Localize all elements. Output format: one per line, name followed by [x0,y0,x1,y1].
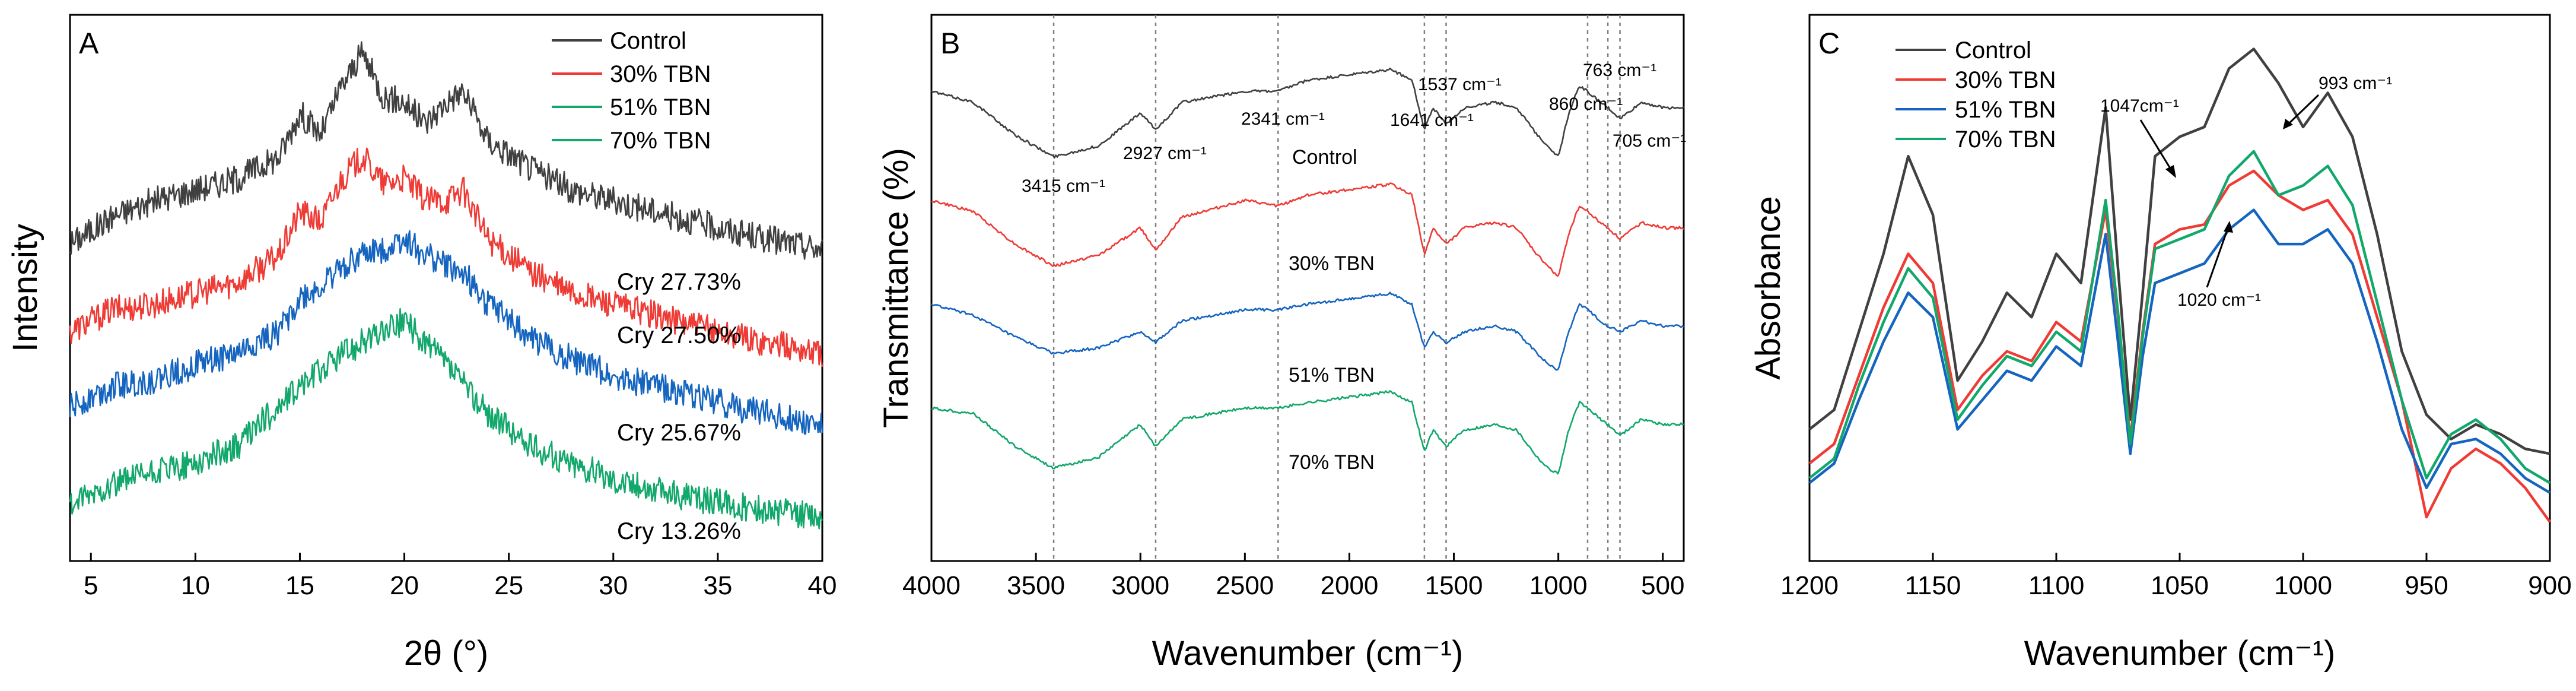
x-tick-label-3500: 3500 [1007,571,1065,600]
series-label-51-tbn: 51% TBN [1289,364,1375,386]
x-tick-label-1500: 1500 [1425,571,1483,600]
panel-a-series [69,41,823,530]
series-line-51-tbn [69,230,823,435]
x-tick-label-10: 10 [181,571,210,600]
peak-label-2341: 2341 cm⁻¹ [1241,109,1325,129]
legend-label-70-tbn: 70% TBN [610,128,711,154]
arrow-1020-shaft [2206,228,2229,288]
x-tick-label-950: 950 [2405,571,2448,600]
cry-label-30-tbn: Cry 27.50% [617,322,741,348]
panel-c-absorbance: C 1200 1150 1100 1050 1000 950 900 Wavenumber … [1749,14,2572,673]
legend-label-control: Control [1955,37,2031,64]
panel-b-x-ticks: 4000 3500 3000 2500 2000 1500 1000 500 [902,553,1684,600]
peak-label-2927: 2927 cm⁻¹ [1123,144,1207,163]
panel-b-x-axis-label: Wavenumber (cm⁻¹) [1152,634,1464,673]
arrow-993-shaft [2286,94,2320,126]
x-tick-label-500: 500 [1641,571,1684,600]
panel-c-x-ticks: 1200 1150 1100 1050 1000 950 900 [1780,553,2572,600]
cry-label-51-tbn: Cry 25.67% [617,420,741,446]
x-tick-label-35: 35 [703,571,732,600]
panel-c-y-axis-label: Absorbance [1749,196,1788,380]
series-label-70-tbn: 70% TBN [1289,451,1375,474]
x-tick-label-1100: 1100 [2028,571,2085,600]
x-tick-label-25: 25 [494,571,523,600]
series-line-30-tbn [1808,169,2551,523]
x-tick-label-1200: 1200 [1780,571,1839,600]
peak-label-1020: 1020 cm⁻¹ [2177,290,2261,310]
series-label-30-tbn: 30% TBN [1289,252,1375,275]
arrow-993-head [2283,119,2293,129]
x-tick-label-4000: 4000 [902,571,961,600]
x-tick-label-1000: 1000 [1529,571,1588,600]
peak-label-1641: 1641 cm⁻¹ [1390,110,1474,130]
panel-b-series [931,67,1684,475]
legend-label-51-tbn: 51% TBN [1955,97,2056,123]
legend-label-control: Control [610,28,686,54]
x-tick-label-40: 40 [808,571,837,600]
x-tick-label-1050: 1050 [2151,571,2209,600]
peak-label-1537: 1537 cm⁻¹ [1418,75,1502,94]
series-line-51-tbn [1808,208,2551,494]
panel-b-frame [930,14,1685,562]
panel-b-ftir: B 4000 3500 3000 2500 2000 1500 1000 500 Wavenu… [877,14,1686,673]
peak-label-3415: 3415 cm⁻¹ [1022,176,1105,196]
series-line-51-tbn [931,291,1684,371]
panel-c-x-axis-label: Wavenumber (cm⁻¹) [2024,634,2336,673]
series-line-30-tbn [931,182,1684,277]
peak-label-705: 705 cm⁻¹ [1613,131,1686,151]
peak-label-993: 993 cm⁻¹ [2319,74,2392,93]
x-tick-label-30: 30 [599,571,628,600]
peak-label-1047: 1047cm⁻¹ [2100,96,2179,116]
peak-label-860: 860 cm⁻¹ [1549,94,1623,114]
cry-label-70-tbn: Cry 13.26% [617,518,741,544]
x-tick-label-2000: 2000 [1320,571,1378,600]
x-tick-label-2500: 2500 [1216,571,1274,600]
legend-label-30-tbn: 30% TBN [610,61,711,87]
series-line-70-tbn [931,390,1684,475]
arrow-1020-head [2224,221,2233,233]
x-tick-label-3000: 3000 [1111,571,1169,600]
x-tick-label-20: 20 [390,571,419,600]
arrow-1047-head [2165,165,2176,178]
legend-label-70-tbn: 70% TBN [1955,126,2056,153]
series-line-control [1808,47,2550,455]
legend-label-51-tbn: 51% TBN [610,94,711,121]
panel-b-label: B [940,27,960,60]
series-label-control: Control [1292,146,1357,169]
panel-a-y-axis-label: Intensity [6,224,44,352]
legend-label-30-tbn: 30% TBN [1955,67,2056,93]
x-tick-label-1000: 1000 [2274,571,2332,600]
panel-c-label: C [1818,27,1840,60]
cry-label-control: Cry 27.73% [617,269,741,295]
series-line-control [69,41,823,260]
panel-a-x-axis-label: 2θ (°) [404,634,488,673]
panel-b-reference-lines [1052,15,1621,561]
panel-c-legend: Control 30% TBN 51% TBN 70% TBN [1896,37,2056,153]
series-line-30-tbn [69,147,823,367]
panel-c-series [1808,47,2551,523]
panel-a-label: A [79,27,99,60]
panel-b-y-axis-label: Transmittance (%) [877,148,915,428]
series-line-70-tbn [1808,150,2551,484]
series-line-control [931,67,1684,159]
series-line-70-tbn [69,308,823,530]
panel-a-xrd: A 5 10 15 20 25 30 35 40 2θ (°) Intensity Contr… [6,14,837,673]
x-tick-label-900: 900 [2528,571,2571,600]
panel-a-legend: Control 30% TBN 51% TBN 70% TBN [552,28,711,154]
panel-c-frame [1808,14,2551,562]
x-tick-label-5: 5 [84,571,98,600]
arrow-1047-shaft [2139,119,2174,173]
peak-label-763: 763 cm⁻¹ [1583,61,1656,80]
x-tick-label-1150: 1150 [1905,571,1961,600]
panel-a-x-ticks: 5 10 15 20 25 30 35 40 [84,553,837,600]
panel-a-frame [69,14,823,562]
x-tick-label-15: 15 [285,571,314,600]
